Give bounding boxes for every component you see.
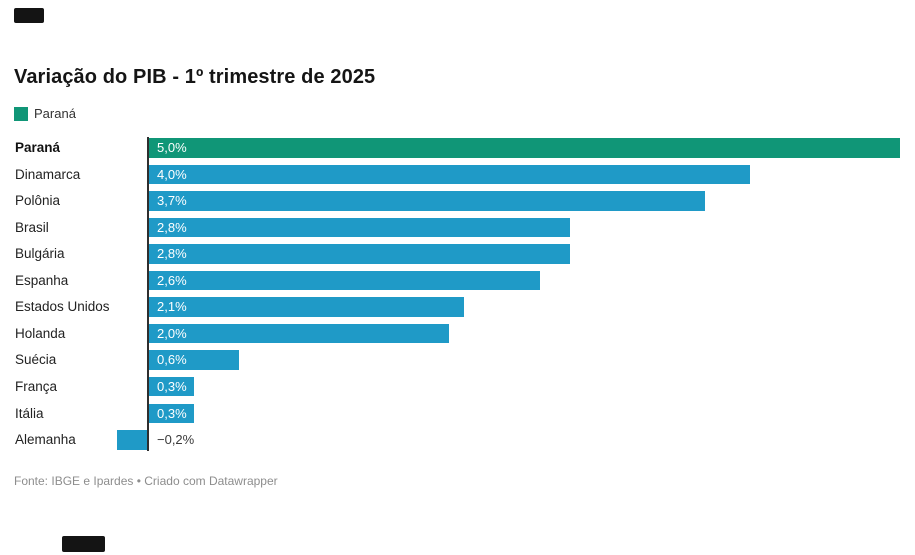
bar: [149, 217, 570, 238]
value-label: 0,3%: [157, 405, 187, 421]
category-label: Suécia: [15, 352, 57, 368]
category-label: Dinamarca: [15, 166, 81, 182]
value-label: 4,0%: [157, 166, 187, 182]
source-note: Fonte: IBGE e Ipardes • Criado com Dataw…: [14, 474, 278, 488]
bar: [149, 191, 705, 211]
bar: [149, 376, 194, 397]
bar: [149, 323, 449, 344]
value-label: 0,3%: [157, 378, 187, 394]
chart-title: Variação do PIB - 1º trimestre de 2025: [14, 66, 376, 88]
value-label: 2,8%: [157, 246, 187, 262]
bar: [149, 297, 464, 317]
legend: Paraná: [14, 106, 76, 121]
bar: [149, 270, 540, 291]
bar: [149, 138, 900, 158]
legend-swatch: [14, 106, 28, 121]
value-label: 5,0%: [157, 140, 187, 155]
value-label: −0,2%: [157, 432, 195, 448]
value-label: 3,7%: [157, 193, 187, 209]
category-label: Estados Unidos: [15, 299, 110, 315]
bar: [149, 403, 194, 423]
bar: [117, 430, 147, 450]
category-label: Holanda: [15, 325, 66, 341]
redaction-box-bottom: [62, 536, 105, 552]
bar: [149, 350, 239, 370]
legend-label: Paraná: [34, 106, 76, 121]
category-label: Itália: [15, 405, 44, 421]
bar: [149, 244, 570, 264]
redaction-box-top: [14, 8, 44, 23]
bar: [149, 164, 750, 185]
category-label: Brasil: [15, 219, 49, 235]
bar-chart: Paraná 5,0% Dinamarca 4,0% Polônia 3,7% Brasil…: [0, 137, 915, 458]
value-label: 0,6%: [157, 352, 187, 368]
category-label: Paraná: [15, 140, 61, 155]
category-label: França: [15, 378, 58, 394]
value-label: 2,8%: [157, 219, 187, 235]
axis-baseline: [147, 137, 149, 451]
category-label: Polônia: [15, 193, 61, 209]
category-label: Alemanha: [15, 432, 76, 448]
value-label: 2,0%: [157, 325, 187, 341]
value-label: 2,1%: [157, 299, 187, 315]
category-label: Espanha: [15, 272, 69, 288]
category-label: Bulgária: [15, 246, 65, 262]
value-label: 2,6%: [157, 272, 187, 288]
